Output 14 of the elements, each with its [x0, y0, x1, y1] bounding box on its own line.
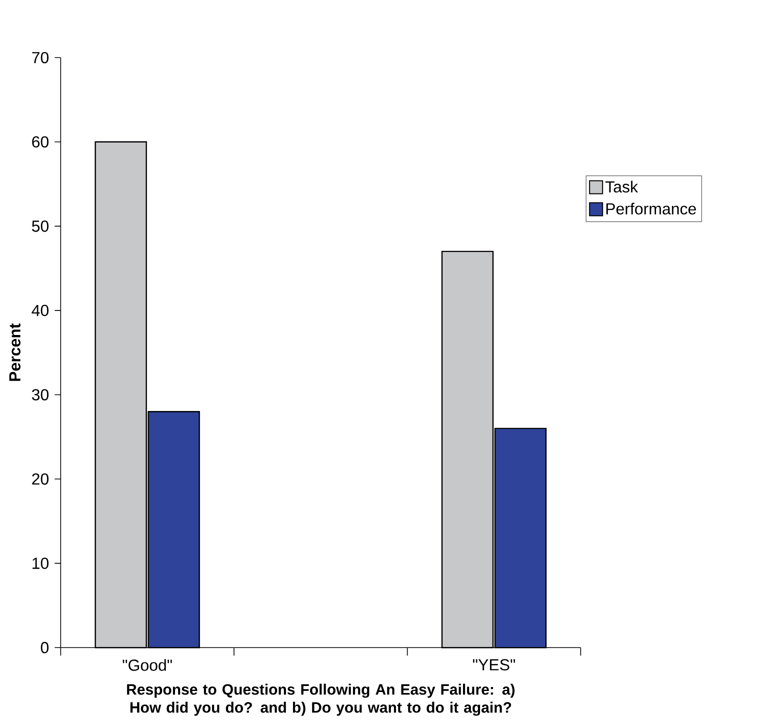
legend-label: Performance — [606, 202, 696, 215]
y-tick-label: 40 — [32, 304, 49, 316]
y-tick-label: 10 — [32, 558, 49, 569]
x-tick-label: "Good" — [122, 659, 172, 671]
y-tick-label: 20 — [32, 473, 49, 485]
y-axis-title: Percent — [9, 323, 20, 381]
y-tick-label: 60 — [32, 136, 49, 148]
x-axis-title: Response to Questions Following An Easy Failure: a) How did you do? and b) Do you want to do it again? — [127, 684, 515, 716]
y-tick-label: 50 — [32, 220, 49, 232]
legend-label: Task — [605, 180, 638, 193]
y-tick-label: 70 — [32, 52, 49, 64]
y-tick-label: 30 — [32, 389, 49, 400]
x-tick-label: "YES" — [473, 659, 516, 670]
y-tick-label: 0 — [40, 642, 49, 654]
